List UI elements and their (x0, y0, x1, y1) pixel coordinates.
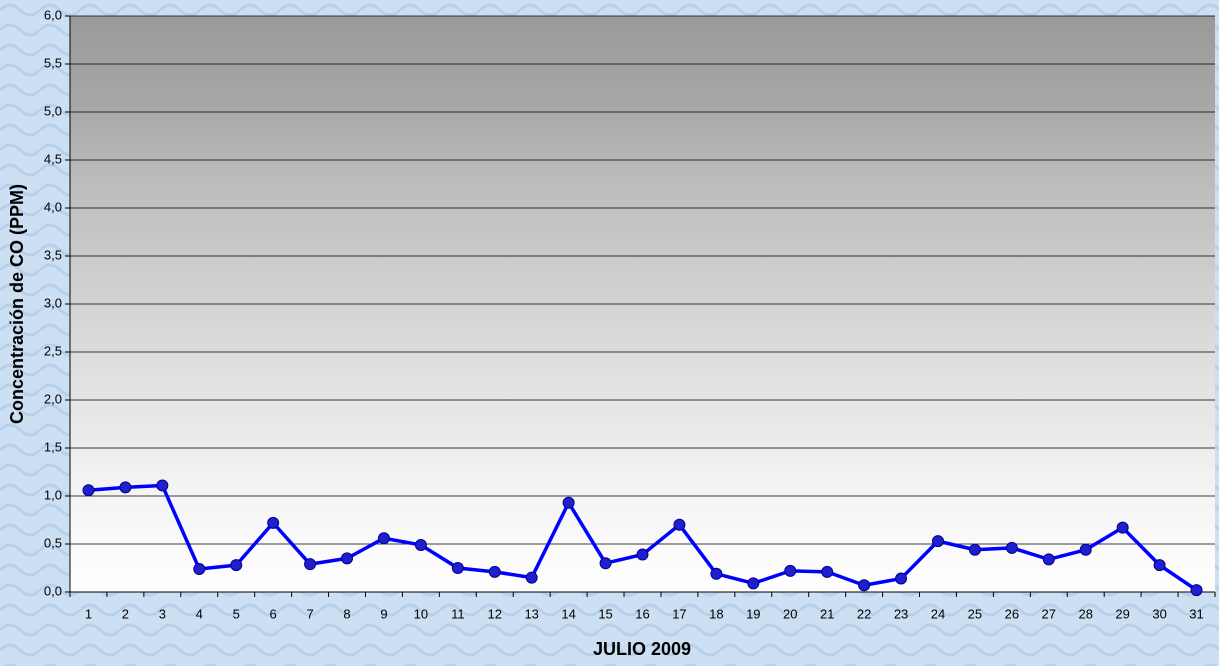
y-tick-label: 2,0 (44, 391, 62, 406)
x-tick-label: 16 (635, 606, 649, 621)
data-point (230, 559, 243, 572)
x-tick-label: 24 (931, 606, 945, 621)
data-point (710, 567, 723, 580)
y-tick-label: 3,5 (44, 247, 62, 262)
x-tick-label: 1 (85, 606, 92, 621)
y-tick-label: 5,5 (44, 55, 62, 70)
data-point (1005, 541, 1018, 554)
y-tick-label: 4,0 (44, 199, 62, 214)
x-tick-label: 27 (1042, 606, 1056, 621)
x-tick-label: 15 (598, 606, 612, 621)
data-point (119, 481, 132, 494)
data-point (304, 558, 317, 571)
x-tick-label: 8 (343, 606, 350, 621)
y-tick-label: 0,0 (44, 583, 62, 598)
y-tick-label: 0,5 (44, 535, 62, 550)
data-point (156, 479, 169, 492)
x-tick-label: 21 (820, 606, 834, 621)
data-point (784, 564, 797, 577)
x-tick-label: 26 (1005, 606, 1019, 621)
x-tick-label: 23 (894, 606, 908, 621)
x-tick-label: 6 (270, 606, 277, 621)
y-tick-label: 3,0 (44, 295, 62, 310)
y-tick-label: 2,5 (44, 343, 62, 358)
y-tick-label: 6,0 (44, 7, 62, 22)
x-tick-label: 19 (746, 606, 760, 621)
x-tick-label: 31 (1189, 606, 1203, 621)
x-tick-label: 10 (414, 606, 428, 621)
x-tick-label: 5 (233, 606, 240, 621)
y-tick-label: 4,5 (44, 151, 62, 166)
data-point (414, 538, 427, 551)
data-point (821, 565, 834, 578)
y-tick-label: 5,0 (44, 103, 62, 118)
data-point (525, 571, 538, 584)
x-tick-label: 25 (968, 606, 982, 621)
data-point (377, 532, 390, 545)
x-tick-label: 18 (709, 606, 723, 621)
y-axis-title: Concentración de CO (PPM) (7, 184, 27, 424)
x-tick-label: 13 (524, 606, 538, 621)
data-point (267, 516, 280, 529)
x-tick-label: 9 (380, 606, 387, 621)
x-tick-label: 28 (1078, 606, 1092, 621)
data-point (931, 535, 944, 548)
x-tick-label: 17 (672, 606, 686, 621)
data-point (1042, 553, 1055, 566)
data-point (636, 548, 649, 561)
data-point (1153, 559, 1166, 572)
x-tick-label: 4 (196, 606, 203, 621)
data-point (1190, 584, 1203, 597)
x-tick-label: 29 (1115, 606, 1129, 621)
data-point (599, 557, 612, 570)
x-tick-label: 7 (306, 606, 313, 621)
y-tick-label: 1,0 (44, 487, 62, 502)
data-point (747, 577, 760, 590)
y-tick-label: 1,5 (44, 439, 62, 454)
data-point (858, 579, 871, 592)
x-tick-label: 14 (561, 606, 575, 621)
x-tick-label: 30 (1152, 606, 1166, 621)
data-point (895, 572, 908, 585)
data-point (562, 496, 575, 509)
data-point (451, 562, 464, 574)
data-point (673, 518, 686, 531)
data-point (488, 565, 501, 578)
x-axis-title: JULIO 2009 (593, 639, 691, 659)
data-point (1079, 543, 1092, 556)
x-tick-label: 20 (783, 606, 797, 621)
x-tick-label: 3 (159, 606, 166, 621)
data-point (341, 552, 354, 565)
x-tick-label: 12 (488, 606, 502, 621)
data-point (1116, 521, 1129, 534)
data-point (82, 484, 95, 497)
x-tick-label: 2 (122, 606, 129, 621)
x-tick-label: 22 (857, 606, 871, 621)
data-point (968, 543, 981, 556)
x-tick-label: 11 (451, 606, 465, 621)
data-point (193, 562, 206, 575)
